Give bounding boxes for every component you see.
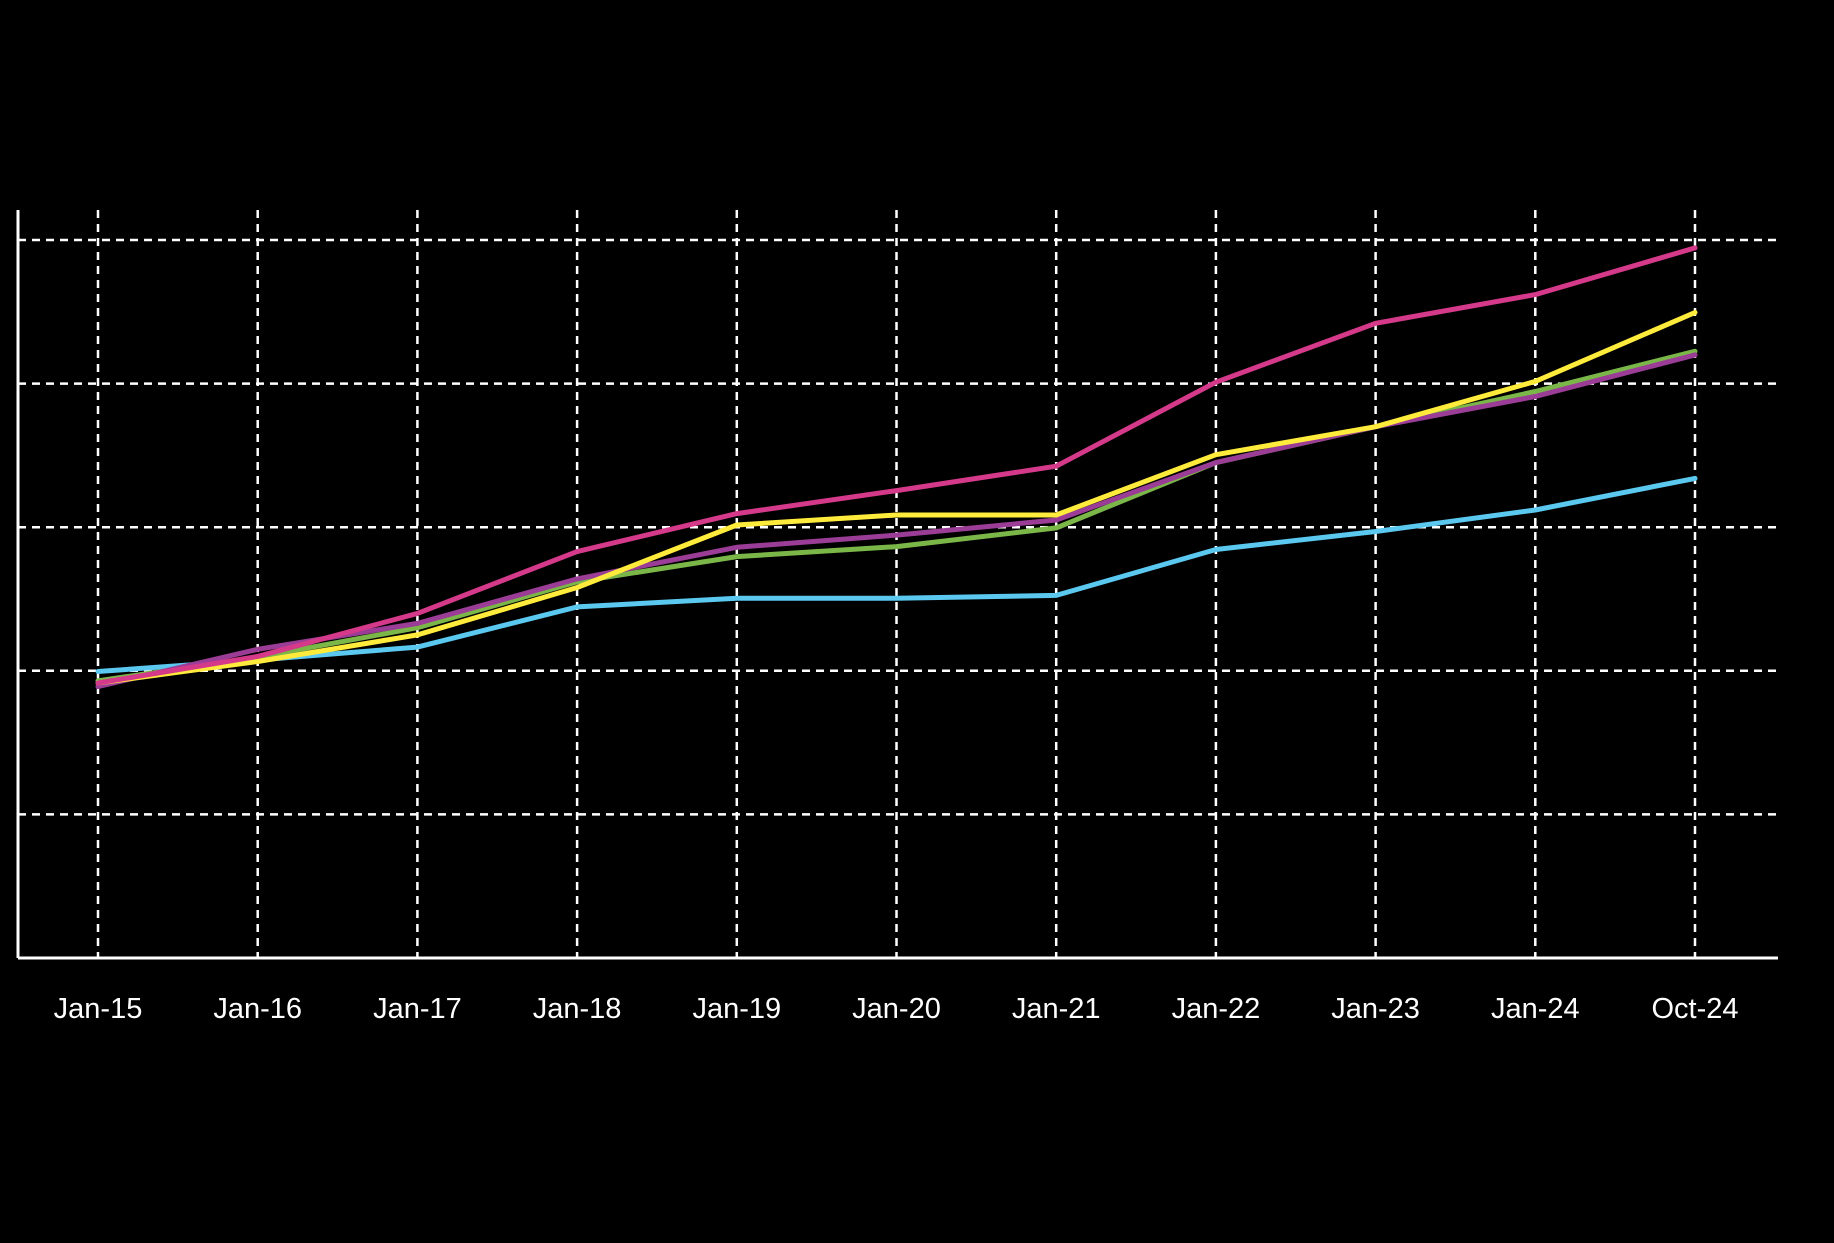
x-tick-label-5: Jan-20: [852, 993, 941, 1025]
series-line-1: [95, 475, 1698, 674]
x-tick-label-6: Jan-21: [1012, 993, 1101, 1025]
x-tick-label-2: Jan-17: [373, 993, 462, 1025]
x-tick-label-9: Jan-24: [1491, 993, 1580, 1025]
x-tick-label-8: Jan-23: [1331, 993, 1420, 1025]
x-tick-label-7: Jan-22: [1172, 993, 1261, 1025]
series-line-4: [95, 310, 1698, 686]
x-tick-label-1: Jan-16: [213, 993, 302, 1025]
x-tick-label-3: Jan-18: [533, 993, 622, 1025]
x-tick-labels: Jan-15 Jan-16 Jan-17 Jan-18 Jan-19 Jan-20 Jan-…: [54, 993, 1739, 1025]
grid: [18, 210, 1778, 958]
x-tick-label-4: Jan-19: [692, 993, 781, 1025]
series-lines: [95, 245, 1698, 690]
x-tick-label-10: Oct-24: [1651, 993, 1738, 1025]
series-line-5: [95, 245, 1698, 686]
x-tick-label-0: Jan-15: [54, 993, 143, 1025]
axes: [16, 210, 1778, 960]
series-line-3: [95, 352, 1698, 690]
